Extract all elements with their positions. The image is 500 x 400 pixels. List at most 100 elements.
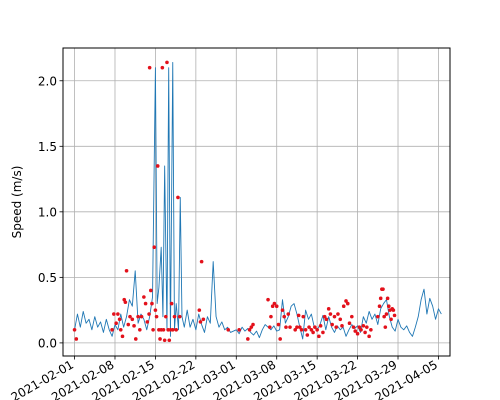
- speed-marker: [347, 321, 352, 326]
- speed-marker: [382, 314, 386, 319]
- speed-marker: [345, 301, 350, 306]
- speed-marker: [120, 334, 125, 339]
- speed-marker: [311, 330, 315, 335]
- speed-marker-series: [72, 60, 397, 343]
- speed-marker: [381, 287, 385, 291]
- speed-marker: [269, 314, 273, 319]
- speed-marker: [153, 308, 158, 312]
- speed-marker: [160, 65, 165, 70]
- speed-marker: [247, 327, 252, 332]
- speed-marker: [334, 325, 339, 329]
- speed-marker: [172, 314, 177, 319]
- speed-marker: [201, 317, 206, 322]
- speed-marker: [197, 308, 202, 312]
- speed-marker: [322, 314, 327, 319]
- speed-marker: [301, 314, 306, 319]
- speed-marker: [296, 313, 301, 318]
- speed-marker: [305, 333, 310, 337]
- speed-marker: [355, 331, 360, 336]
- speed-marker: [132, 324, 136, 328]
- y-tick-label: 1.0: [38, 205, 57, 219]
- y-tick-label: 1.5: [38, 140, 57, 154]
- speed-marker: [295, 325, 299, 329]
- speed-marker: [330, 322, 334, 327]
- speed-marker: [353, 329, 358, 333]
- speed-marker: [147, 312, 151, 316]
- speed-marker: [340, 324, 344, 328]
- speed-marker: [267, 325, 272, 329]
- speed-marker: [282, 314, 287, 319]
- speed-marker: [270, 304, 275, 309]
- x-axis-ticks: 2021-02-012021-02-082021-02-152021-02-22…: [9, 356, 440, 400]
- speed-marker: [72, 327, 77, 332]
- speed-marker: [324, 317, 329, 322]
- speed-marker: [276, 322, 281, 327]
- speed-marker: [315, 327, 319, 332]
- speed-marker: [332, 314, 337, 319]
- speed-marker: [74, 337, 79, 341]
- speed-line: [74, 61, 442, 340]
- speed-marker: [389, 317, 393, 322]
- speed-marker: [341, 304, 346, 309]
- speed-marker: [133, 337, 138, 341]
- speed-marker: [128, 314, 132, 319]
- speed-marker: [365, 325, 369, 329]
- speed-marker: [326, 307, 331, 311]
- speed-marker: [114, 321, 118, 326]
- speed-marker: [321, 330, 325, 335]
- speed-marker: [139, 314, 144, 319]
- speed-marker: [165, 60, 169, 65]
- y-axis-label: Speed (m/s): [10, 166, 24, 239]
- speed-marker: [167, 338, 172, 343]
- speed-marker: [318, 324, 323, 328]
- speed-marker: [251, 322, 255, 327]
- speed-marker: [136, 314, 140, 319]
- speed-marker: [174, 327, 179, 332]
- speed-marker: [317, 334, 321, 339]
- speed-marker: [350, 314, 354, 319]
- speed-marker: [130, 317, 135, 322]
- speed-marker: [151, 327, 155, 332]
- speed-marker: [142, 295, 146, 299]
- speed-marker: [288, 325, 292, 329]
- speed-marker: [274, 304, 279, 309]
- speed-marker: [359, 327, 363, 332]
- speed-marker: [169, 301, 174, 306]
- speed-marker: [155, 164, 160, 168]
- speed-marker: [376, 314, 380, 319]
- speed-marker: [117, 317, 122, 322]
- speed-marker: [286, 312, 291, 316]
- speed-marker: [377, 304, 382, 309]
- speed-marker: [149, 288, 153, 293]
- speed-marker: [154, 314, 159, 319]
- speed-marker: [176, 195, 180, 200]
- speed-marker: [147, 65, 152, 70]
- speed-marker: [112, 312, 116, 316]
- speed-marker: [150, 301, 154, 306]
- speed-marker: [143, 301, 148, 306]
- speed-marker: [177, 314, 182, 319]
- speed-marker: [351, 325, 356, 329]
- speed-marker: [384, 312, 389, 316]
- speed-marker: [383, 325, 388, 329]
- speed-marker: [118, 327, 123, 332]
- speed-marker: [123, 300, 128, 305]
- speed-marker: [249, 325, 254, 329]
- speed-marker: [110, 327, 114, 332]
- speed-marker: [386, 304, 391, 309]
- speed-marker: [226, 327, 230, 332]
- speed-marker: [266, 297, 270, 302]
- speed-marker: [392, 313, 397, 318]
- speed-marker: [357, 325, 362, 329]
- speed-marker: [145, 320, 150, 324]
- speed-marker: [284, 325, 288, 329]
- speed-marker: [293, 327, 298, 332]
- speed-marker: [199, 259, 204, 264]
- speed-marker: [363, 330, 367, 335]
- speed-marker: [116, 312, 120, 316]
- speed-marker: [158, 337, 162, 341]
- speed-marker: [328, 312, 333, 316]
- speed-marker: [369, 327, 373, 332]
- speed-marker: [385, 296, 390, 301]
